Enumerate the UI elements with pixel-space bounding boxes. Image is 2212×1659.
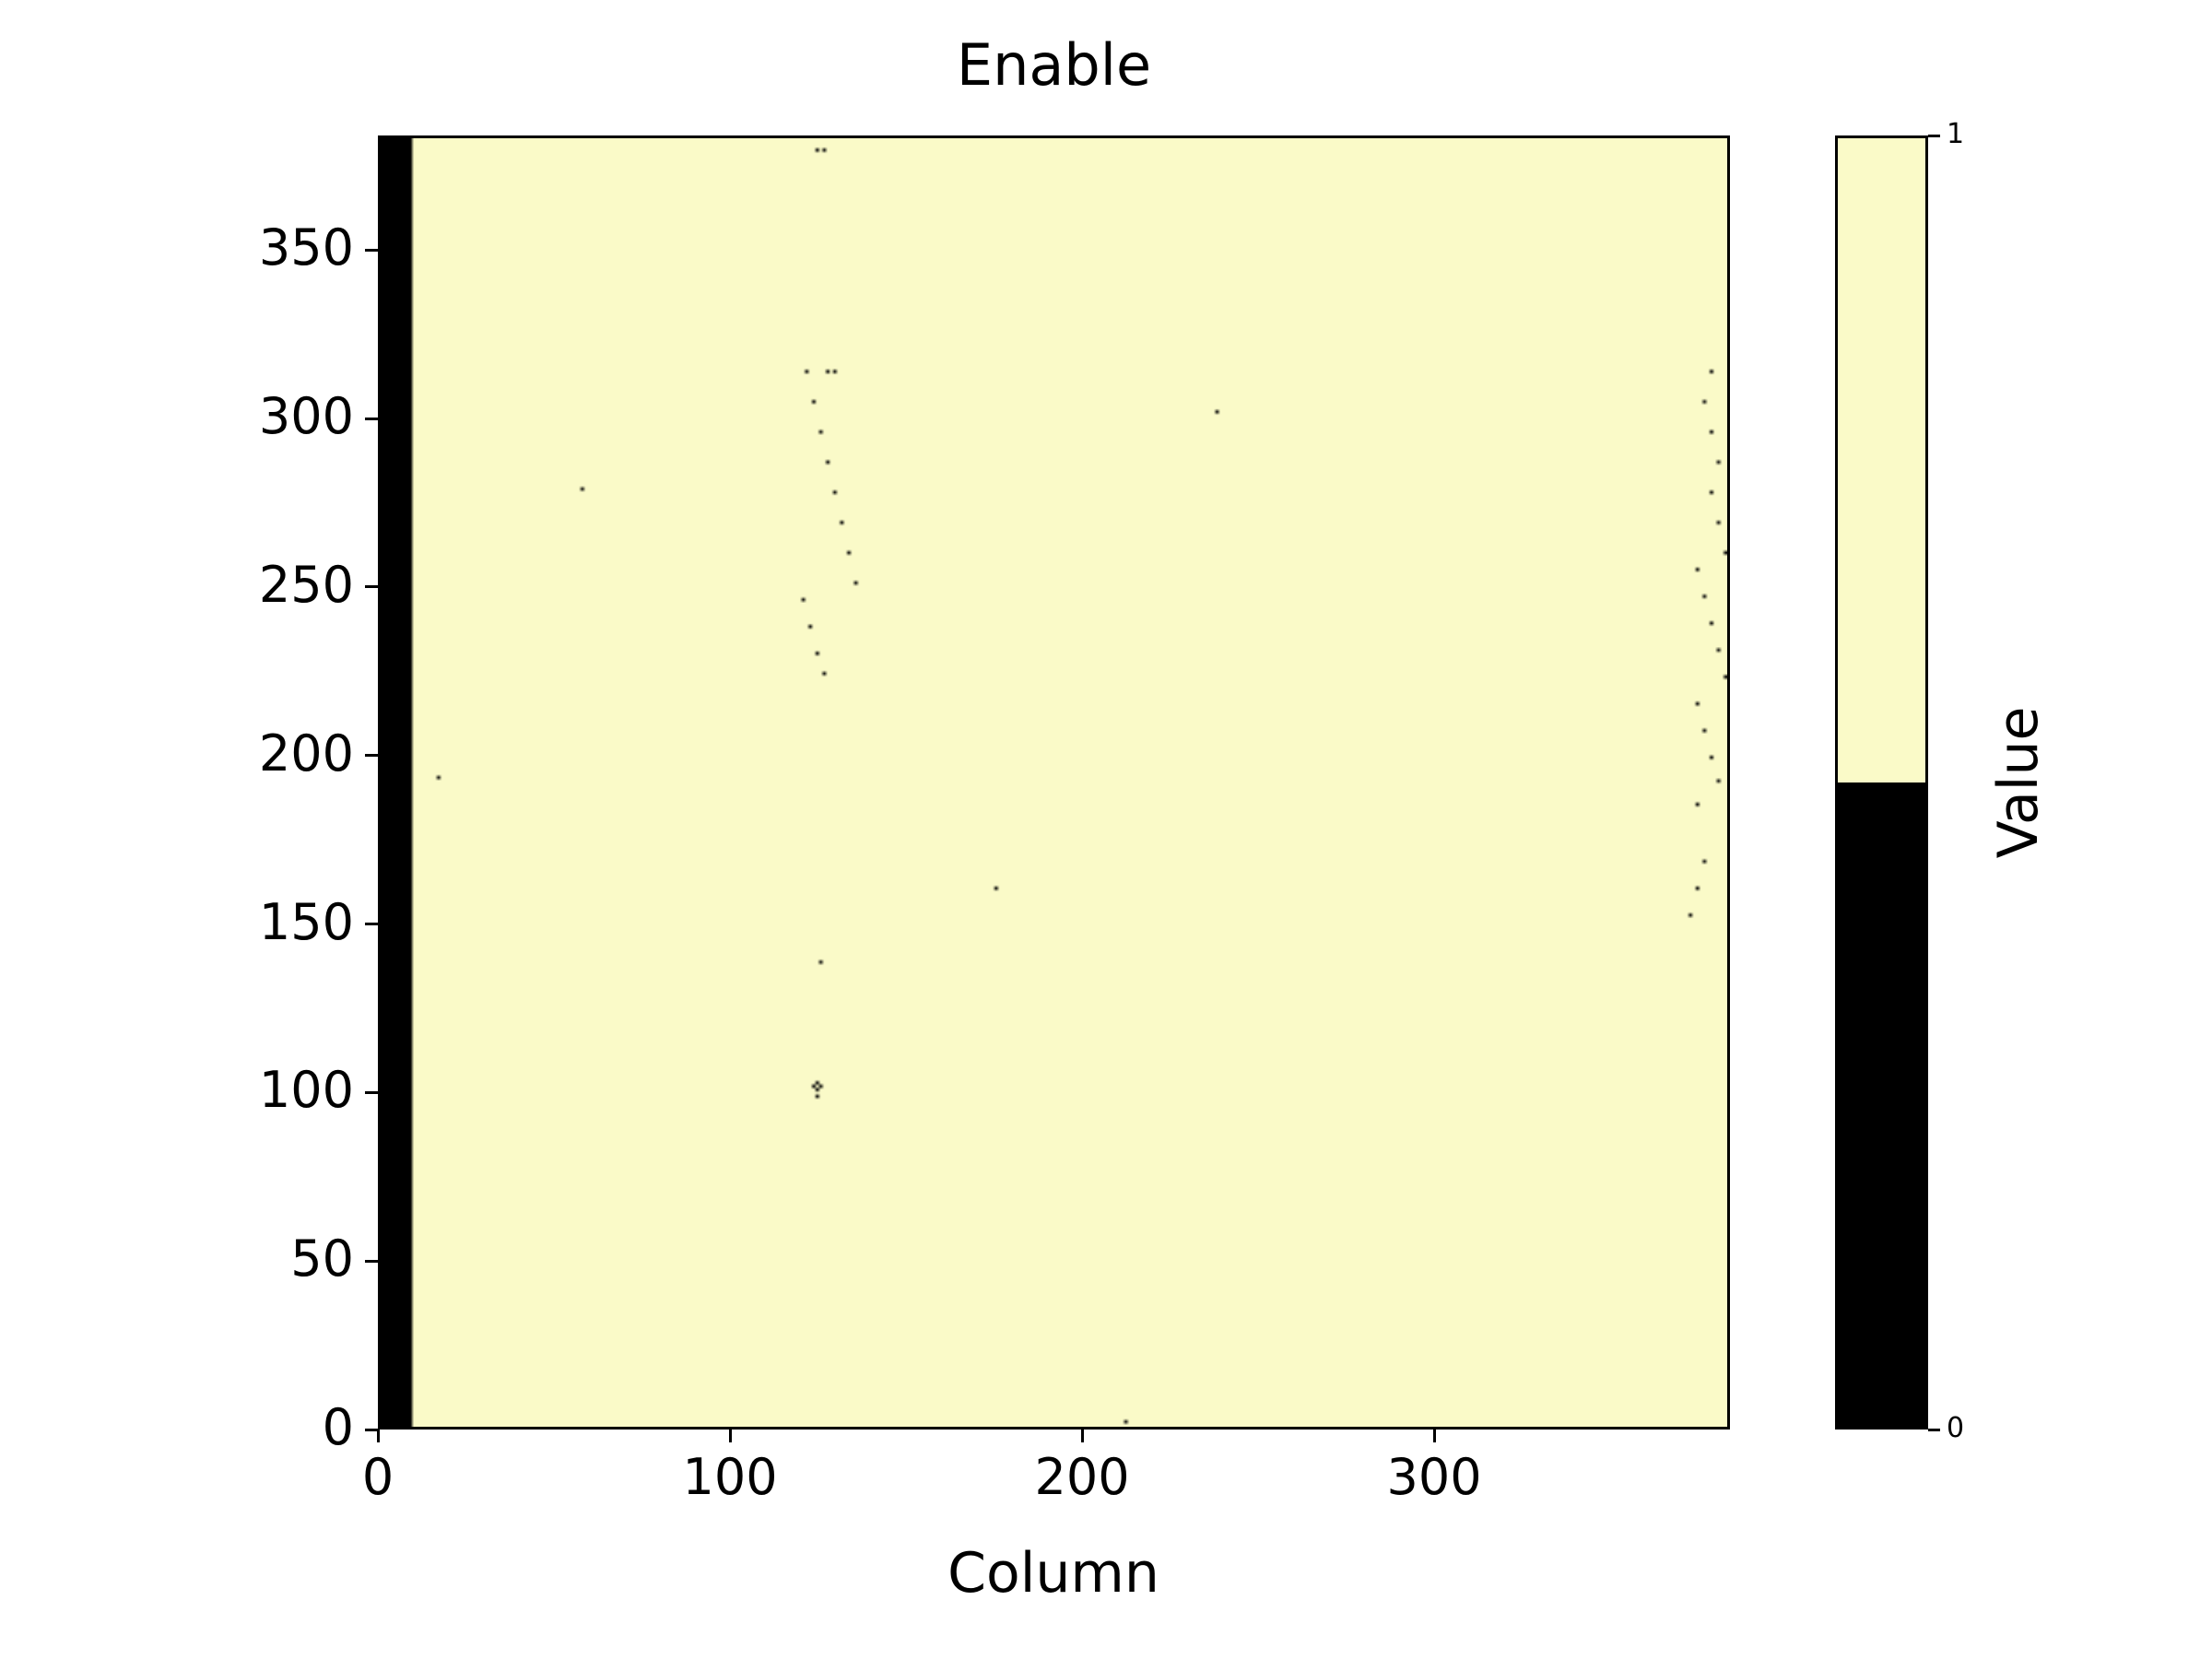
y-tick-mark xyxy=(365,585,378,589)
colorbar-segment xyxy=(1838,782,1925,1427)
colorbar-tick-mark xyxy=(1928,134,1940,137)
y-tick-mark xyxy=(365,248,378,252)
x-axis-label: Column xyxy=(947,1541,1159,1606)
x-tick-mark xyxy=(376,1430,380,1442)
y-tick-label: 50 xyxy=(290,1230,354,1288)
y-tick-mark xyxy=(365,754,378,758)
x-tick-label: 300 xyxy=(1386,1448,1482,1506)
colorbar[interactable] xyxy=(1835,135,1928,1430)
x-tick-label: 100 xyxy=(682,1448,778,1506)
chart-title: Enable xyxy=(956,31,1152,99)
x-tick-mark xyxy=(1432,1430,1436,1442)
y-tick-label: 200 xyxy=(258,724,354,782)
heatmap-axes[interactable] xyxy=(378,135,1730,1430)
y-tick-mark xyxy=(365,1090,378,1094)
y-tick-label: 150 xyxy=(258,892,354,951)
colorbar-tick-label: 0 xyxy=(1947,1412,1965,1444)
colorbar-label: Value xyxy=(1986,706,2051,859)
colorbar-segment xyxy=(1838,138,1925,782)
x-tick-mark xyxy=(1080,1430,1084,1442)
heatmap-image xyxy=(381,138,1727,1427)
y-tick-label: 250 xyxy=(258,555,354,614)
x-tick-mark xyxy=(728,1430,732,1442)
y-tick-label: 100 xyxy=(258,1061,354,1120)
y-tick-mark xyxy=(365,1428,378,1431)
y-tick-label: 300 xyxy=(258,387,354,446)
y-tick-mark xyxy=(365,417,378,420)
y-tick-mark xyxy=(365,1259,378,1263)
y-tick-label: 0 xyxy=(322,1398,354,1456)
y-tick-label: 350 xyxy=(258,218,354,277)
y-tick-mark xyxy=(365,923,378,926)
colorbar-tick-label: 1 xyxy=(1947,118,1965,150)
x-tick-label: 0 xyxy=(361,1448,394,1506)
colorbar-tick-mark xyxy=(1928,1428,1940,1431)
x-tick-label: 200 xyxy=(1034,1448,1130,1506)
